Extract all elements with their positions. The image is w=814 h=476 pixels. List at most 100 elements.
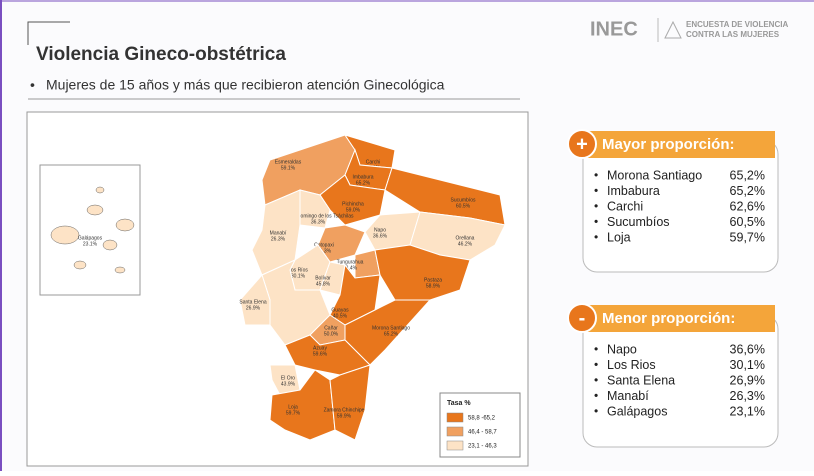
province-value: 26.3% [271, 236, 286, 242]
province-value: 59.6% [313, 351, 328, 357]
bullet: • [30, 77, 35, 93]
province-name: Cotopaxi [314, 242, 334, 248]
province-value: 30.1% [291, 273, 306, 279]
bullet: • [594, 184, 598, 198]
row-name: Sucumbíos [607, 215, 670, 229]
province-value: 60.5% [456, 203, 471, 209]
bullet: • [594, 373, 598, 387]
province-value: 59.9% [337, 413, 352, 419]
province-name: Los Ríos [288, 267, 308, 273]
row-value: 59,7% [730, 230, 765, 244]
survey-name: ENCUESTA DE VIOLENCIA [686, 20, 788, 29]
province-name: Pichincha [342, 201, 364, 207]
province-value: 59.1% [281, 165, 296, 171]
row-value: 60,5% [730, 215, 765, 229]
row-value: 26,9% [730, 373, 765, 387]
island [95, 186, 105, 194]
legend-swatch [446, 412, 464, 423]
province [374, 244, 471, 301]
island [115, 218, 135, 232]
bullet: • [594, 168, 598, 182]
province-value: 50.0% [324, 331, 339, 337]
panel-title: Mayor proporción: [602, 136, 735, 153]
panel-icon [567, 129, 597, 159]
legend-label: 58,8 -65,2 [468, 416, 496, 422]
province-name: Orellana [456, 235, 475, 241]
row-value: 62,6% [730, 199, 765, 213]
province-name: Napo [374, 227, 386, 233]
panel-sign: - [579, 307, 586, 329]
province-value: 26.9% [246, 305, 261, 311]
province [329, 364, 371, 441]
province-name: Sucumbíos [450, 197, 476, 203]
row-value: 36,6% [730, 342, 765, 356]
province-name: Imbabura [352, 174, 373, 180]
row-name: Imbabura [607, 184, 660, 198]
row-name: Napo [607, 342, 637, 356]
row-value: 65,2% [730, 184, 765, 198]
province-value: 36.6% [373, 233, 388, 239]
province-name: Loja [288, 404, 298, 410]
panel-title: Menor proporción: [602, 310, 735, 327]
province-value: 65.2% [356, 180, 371, 186]
survey-name: CONTRA LAS MUJERES [686, 30, 780, 39]
corner-mark [27, 21, 70, 45]
province-name: Esmeraldas [275, 159, 302, 165]
province-name: Bolívar [315, 275, 331, 281]
province-value: 65.2% [384, 331, 399, 337]
province-value: 36.3% [311, 219, 326, 225]
island [73, 260, 87, 270]
province-value: 51.3% [317, 248, 332, 254]
legend-label: 46,4 - 58,7 [468, 430, 497, 436]
bullet: • [594, 358, 598, 372]
row-name: Morona Santiago [607, 168, 702, 182]
panel-header [585, 131, 775, 158]
island [86, 204, 104, 216]
row-value: 30,1% [730, 358, 765, 372]
province-name: Guayas [331, 307, 349, 313]
island [50, 225, 80, 245]
province-name: Tungurahua [337, 259, 364, 265]
row-name: Manabí [607, 389, 649, 403]
province-name: Pastaza [424, 277, 442, 283]
title: Violencia Gineco-obstétrica [36, 44, 286, 65]
province-value: 43.9% [281, 381, 296, 387]
province-name: El Oro [281, 375, 295, 381]
province-value: 53.4% [343, 265, 358, 271]
row-name: Carchi [607, 199, 643, 213]
bullet: • [594, 215, 598, 229]
island [102, 239, 118, 251]
bullet: • [594, 342, 598, 356]
bullet: • [594, 230, 598, 244]
panel-sign: + [576, 133, 588, 155]
subtitle: Mujeres de 15 años y más que recibieron … [46, 77, 445, 93]
province-name: Santo Domingo de los Tsáchilas [282, 213, 354, 219]
row-name: Loja [607, 230, 631, 244]
legend: Tasa % 58,8 -65,2 46,4 - 58,7 23,1 - 46,3 [439, 392, 521, 458]
bullet: • [594, 199, 598, 213]
province-name: Galápagos [78, 235, 103, 241]
province-name: Morona Santiago [372, 325, 410, 331]
province-name: Santa Elena [239, 299, 266, 305]
legend-swatch [446, 440, 464, 451]
map: Esmeraldas59.1%Carchi62.6%Imbabura65.2%S… [50, 134, 506, 441]
province-value: 58.9% [426, 283, 441, 289]
province-value: 40.5% [333, 313, 348, 319]
row-name: Los Rios [607, 358, 656, 372]
panel-header [585, 305, 775, 332]
province-value: 23.1% [83, 241, 98, 247]
province [239, 274, 271, 326]
row-value: 26,3% [730, 389, 765, 403]
legend-title: Tasa % [447, 400, 471, 407]
province-value: 59.7% [286, 410, 301, 416]
province [344, 299, 432, 366]
province-name: Cañar [324, 325, 338, 331]
logo-icon [664, 20, 682, 39]
panel-icon [567, 303, 597, 333]
province-name: Manabí [270, 230, 287, 236]
row-name: Santa Elena [607, 373, 675, 387]
legend-swatch [446, 426, 464, 437]
legend-label: 23,1 - 46,3 [468, 444, 497, 450]
province-name: Azuay [313, 345, 327, 351]
